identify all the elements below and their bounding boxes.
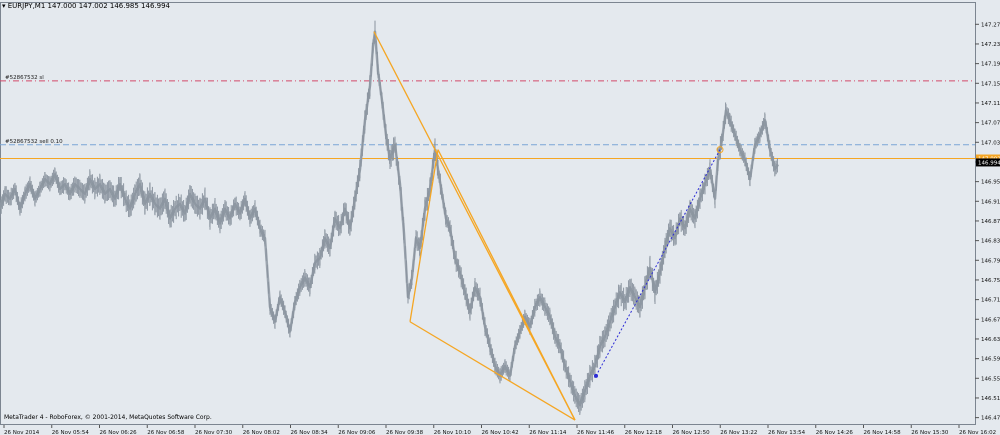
y-tick-label: 146.515 [981,396,1000,402]
h-line-label: #52867532 sl [5,75,44,81]
y-tick-label: 146.555 [981,376,1000,382]
x-tick-label: 26 Nov 09:38 [386,430,424,435]
x-tick-label: 26 Nov 06:58 [147,430,185,435]
x-tick-label: 26 Nov 06:26 [100,430,138,435]
x-tick-label: 26 Nov 10:42 [482,430,519,435]
plot-frame [0,2,976,425]
h-line-label: #52867532 sell 0.10 [5,139,63,145]
x-tick-label: 26 Nov 13:22 [720,430,757,435]
y-tick-label: 147.275 [981,22,1000,28]
x-tick-label: 26 Nov 08:34 [291,430,329,435]
y-tick-label: 146.795 [981,258,1000,264]
dropdown-arrow-icon[interactable]: ▾ [2,2,6,10]
price-marker-label: 146.994 [978,160,1000,166]
price-marker [976,158,1000,167]
x-tick-label: 26 Nov 07:30 [195,430,233,435]
pattern-line [437,149,576,421]
y-tick-label: 147.235 [981,42,1000,48]
x-tick-label: 26 Nov 10:10 [434,430,472,435]
symbol-label: EURJPY,M1 [7,2,46,10]
y-tick-label: 146.755 [981,278,1000,284]
x-tick-label: 26 Nov 15:30 [911,430,949,435]
x-tick-label: 26 Nov 11:46 [577,430,615,435]
chart-title: ▾ EURJPY,M1 147.000 147.002 146.985 146.… [2,2,170,10]
x-tick-label: 26 Nov 11:14 [529,430,567,435]
trade-open-marker [594,373,598,378]
pattern-line [409,321,576,421]
y-tick-label: 147.075 [981,121,1000,127]
footer-credit: MetaTrader 4 - RoboForex, © 2001-2014, M… [4,414,212,421]
y-tick-label: 146.955 [981,180,1000,186]
x-tick-label: 26 Nov 12:18 [625,430,663,435]
ohlc-readout: 147.000 147.002 146.985 146.994 [47,2,170,10]
x-tick-label: 26 Nov 08:02 [243,430,280,435]
y-tick-label: 147.195 [981,62,1000,68]
x-tick-label: 26 Nov 09:06 [338,430,376,435]
x-tick-label: 26 Nov 2014 [4,430,40,435]
y-tick-label: 146.835 [981,239,1000,245]
y-tick-label: 147.155 [981,81,1000,87]
y-tick-label: 146.475 [981,416,1000,422]
y-tick-label: 146.875 [981,219,1000,225]
y-tick-label: 147.035 [981,140,1000,146]
x-tick-label: 26 Nov 16:02 [959,430,996,435]
y-tick-label: 146.595 [981,357,1000,363]
pattern-line [409,149,439,322]
y-tick-label: 146.715 [981,298,1000,304]
y-tick-label: 146.635 [981,337,1000,343]
trend-line [595,149,721,377]
y-tick-label: 146.915 [981,199,1000,205]
x-tick-label: 26 Nov 05:54 [52,430,90,435]
price-series [0,30,780,407]
x-tick-label: 26 Nov 13:54 [768,430,806,435]
trade-close-marker [716,146,724,154]
x-tick-label: 26 Nov 14:26 [816,430,854,435]
y-tick-label: 147.115 [981,101,1000,107]
x-tick-label: 26 Nov 14:58 [864,430,902,435]
x-tick-label: 26 Nov 12:50 [673,430,711,435]
y-tick-label: 146.675 [981,317,1000,323]
